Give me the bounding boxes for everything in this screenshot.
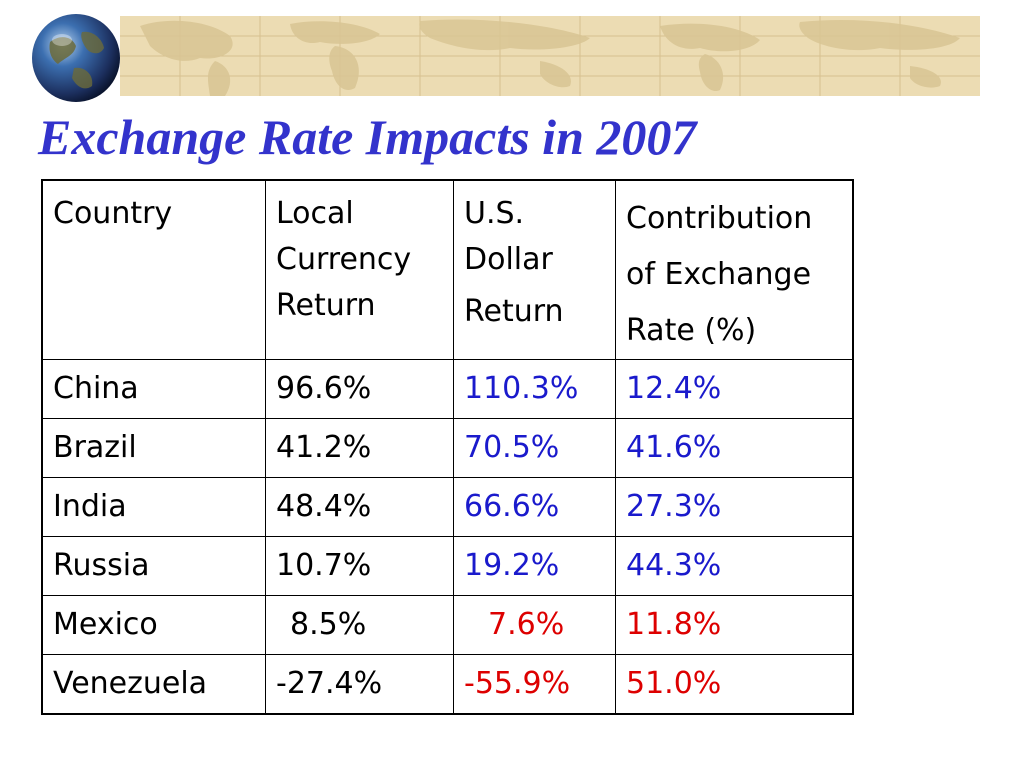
cell-contribution: 41.6% — [615, 418, 854, 478]
header-line: Return — [464, 294, 564, 329]
header-line: Currency — [276, 242, 412, 277]
header-local-currency-return: Local Currency Return — [265, 179, 454, 360]
table-row: Venezuela -27.4% -55.9% 51.0% — [41, 654, 854, 715]
cell-local-return: 10.7% — [265, 536, 454, 596]
table-row: Brazil 41.2% 70.5% 41.6% — [41, 418, 854, 478]
cell-local-return: 8.5% — [265, 595, 454, 655]
header-line: Return — [276, 288, 376, 323]
cell-local-return: 96.6% — [265, 359, 454, 419]
cell-contribution: 51.0% — [615, 654, 854, 715]
header-line: Country — [53, 196, 173, 231]
cell-contribution: 12.4% — [615, 359, 854, 419]
cell-country: China — [41, 359, 266, 419]
table-row: Russia 10.7% 19.2% 44.3% — [41, 536, 854, 596]
world-map-icon — [120, 16, 980, 96]
cell-local-return: 48.4% — [265, 477, 454, 537]
cell-country: Russia — [41, 536, 266, 596]
cell-country: Brazil — [41, 418, 266, 478]
table-row: India 48.4% 66.6% 27.3% — [41, 477, 854, 537]
header-line: U.S. — [464, 196, 525, 231]
cell-usd-return: 7.6% — [453, 595, 616, 655]
cell-contribution: 44.3% — [615, 536, 854, 596]
globe-icon — [32, 14, 120, 102]
header-line: of Exchange — [626, 257, 812, 292]
world-map-banner — [120, 16, 980, 96]
cell-usd-return: 19.2% — [453, 536, 616, 596]
header-line: Local — [276, 196, 354, 231]
header-usd-return: U.S. Dollar Return — [453, 179, 616, 360]
cell-usd-return: 66.6% — [453, 477, 616, 537]
header-line: Dollar — [464, 242, 553, 277]
exchange-rate-table: Country Local Currency Return U.S. Dolla… — [41, 179, 854, 715]
table-row: China 96.6% 110.3% 12.4% — [41, 359, 854, 419]
header-line: Rate (%) — [626, 313, 757, 348]
table-row: Mexico 8.5% 7.6% 11.8% — [41, 595, 854, 655]
cell-usd-return: 110.3% — [453, 359, 616, 419]
cell-country: Venezuela — [41, 654, 266, 715]
header-line: Contribution — [626, 201, 813, 236]
cell-contribution: 27.3% — [615, 477, 854, 537]
cell-usd-return: 70.5% — [453, 418, 616, 478]
cell-contribution: 11.8% — [615, 595, 854, 655]
page-title: Exchange Rate Impacts in 2007 — [38, 109, 697, 165]
cell-country: India — [41, 477, 266, 537]
cell-usd-return: -55.9% — [453, 654, 616, 715]
table-header-row: Country Local Currency Return U.S. Dolla… — [41, 179, 854, 360]
cell-country: Mexico — [41, 595, 266, 655]
header-country: Country — [41, 179, 266, 360]
header-contribution: Contribution of Exchange Rate (%) — [615, 179, 854, 360]
cell-local-return: -27.4% — [265, 654, 454, 715]
cell-local-return: 41.2% — [265, 418, 454, 478]
